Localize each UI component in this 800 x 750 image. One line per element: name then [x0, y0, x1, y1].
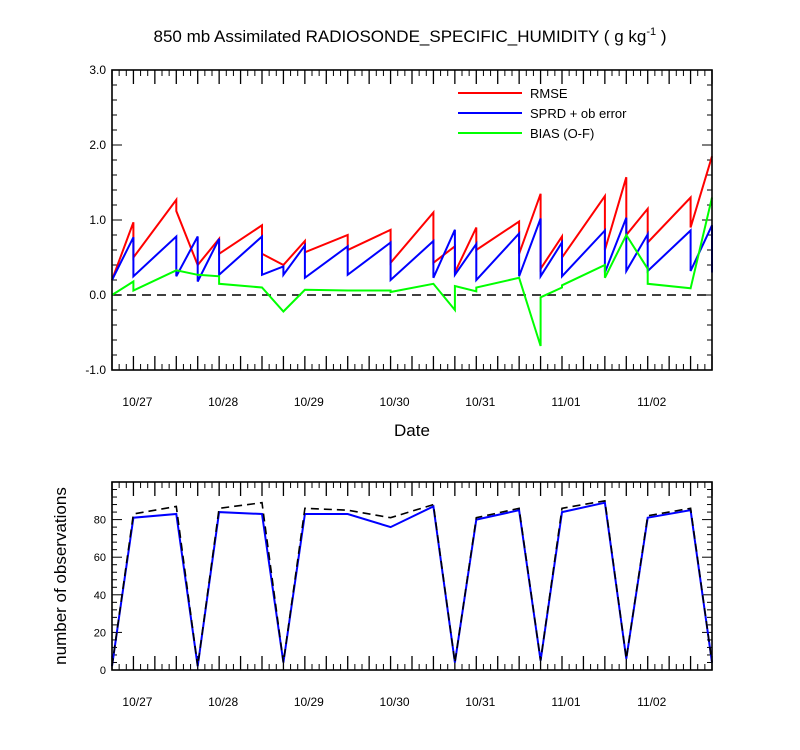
chart-title: 850 mb Assimilated RADIOSONDE_SPECIFIC_H…: [154, 26, 667, 46]
bottom-panel: 0 20 40 60 80 10/27 10/28 10/29 10/30 10/31 11/01 1…: [51, 481, 713, 709]
x-tick-label: 10/29: [294, 695, 324, 709]
chart-title-superscript: -1: [646, 26, 656, 38]
bottom-ticks: 0 20 40 60 80 10/27 10/28 10/29 10/30 10/31 11/01 1…: [94, 481, 713, 709]
y-tick-label: 0: [100, 665, 106, 677]
x-axis-label: Date: [394, 421, 430, 440]
y-tick-label: 3.0: [89, 63, 106, 77]
x-tick-label: 10/28: [208, 695, 238, 709]
bottom-series: [111, 499, 713, 667]
x-tick-label: 10/27: [122, 695, 152, 709]
x-tick-label: 10/30: [380, 695, 410, 709]
series-line-assimilated: [111, 501, 713, 667]
series-line-bias-o-f: [111, 197, 713, 347]
legend-label: RMSE: [530, 86, 568, 101]
chart-title-main: 850 mb Assimilated RADIOSONDE_SPECIFIC_H…: [154, 27, 647, 46]
y-axis-label: number of observations: [51, 487, 70, 665]
y-tick-label: 1.0: [89, 213, 106, 227]
top-ticks: -1.0 0.0 1.0 2.0 3.0 10/27 10/28 10/29 10/30 10/3…: [85, 63, 713, 409]
x-tick-label: 10/31: [465, 395, 495, 409]
x-tick-label: 11/01: [551, 395, 580, 409]
x-tick-label: 10/29: [294, 395, 324, 409]
x-tick-label: 11/02: [637, 395, 666, 409]
chart-title-suffix: ): [656, 27, 666, 46]
x-tick-label: 10/30: [380, 395, 410, 409]
x-tick-label: 11/01: [551, 695, 580, 709]
y-tick-label: -1.0: [85, 363, 106, 377]
y-tick-label: 40: [94, 590, 106, 602]
legend-label: BIAS (O-F): [530, 126, 594, 141]
y-tick-label: 2.0: [89, 138, 106, 152]
top-plot-frame: [111, 69, 713, 371]
x-tick-label: 10/31: [465, 695, 495, 709]
bottom-plot-frame: [111, 481, 713, 671]
y-tick-label: 0.0: [89, 288, 106, 302]
y-tick-label: 60: [94, 552, 106, 564]
legend-label: SPRD + ob error: [530, 106, 627, 121]
x-tick-label: 10/27: [122, 395, 152, 409]
top-series: [111, 156, 713, 347]
top-panel: 850 mb Assimilated RADIOSONDE_SPECIFIC_H…: [85, 26, 713, 440]
legend: RMSE SPRD + ob error BIAS (O-F): [458, 86, 627, 141]
x-tick-label: 10/28: [208, 395, 238, 409]
series-line-sprd-ob-error: [111, 217, 713, 283]
y-tick-label: 80: [94, 515, 106, 527]
x-tick-label: 11/02: [637, 695, 666, 709]
y-tick-label: 20: [94, 627, 106, 639]
